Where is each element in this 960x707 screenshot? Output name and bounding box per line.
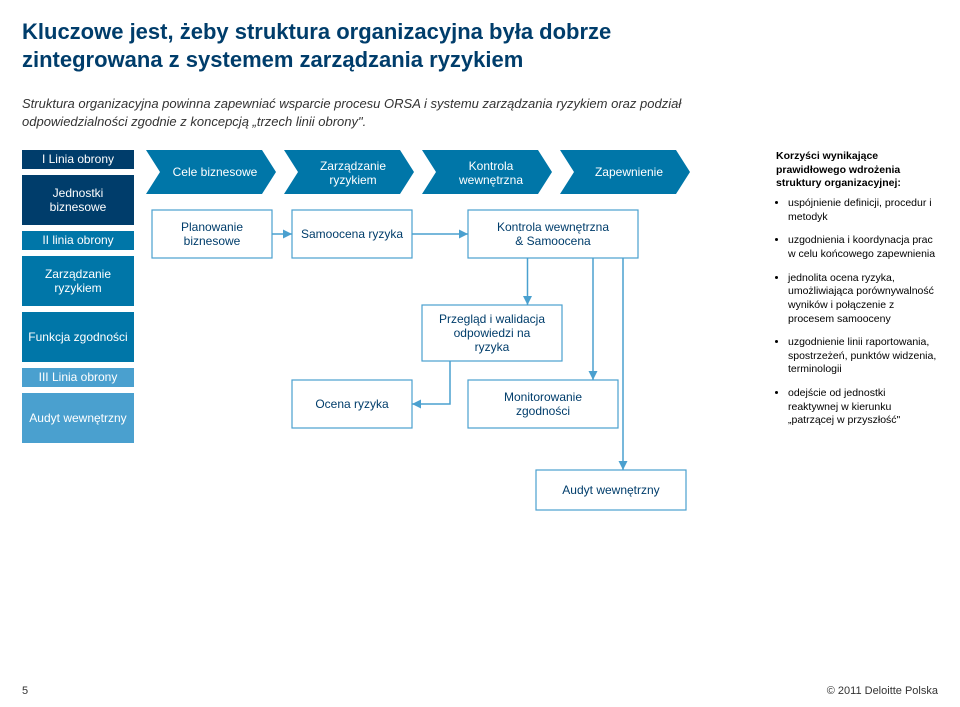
copyright: © 2011 Deloitte Polska	[827, 685, 938, 697]
sidebar-box-5: III Linia obrony	[22, 368, 134, 387]
sidebar-box-6: Audyt wewnętrzny	[22, 393, 134, 443]
n-plan-label-0: Planowanie	[181, 220, 243, 234]
ch-zapew-label-0: Zapewnienie	[595, 165, 663, 179]
arrow-4	[412, 361, 450, 404]
n-monit-label-1: zgodności	[516, 404, 570, 418]
sidebar-box-4: Funkcja zgodności	[22, 312, 134, 362]
ch-kontr-label-1: wewnętrzna	[458, 173, 523, 187]
ch-zarz-label-1: ryzykiem	[329, 173, 376, 187]
n-przegl-label-2: ryzyka	[475, 340, 510, 354]
benefits-panel: Korzyści wynikające prawidłowego wdrożen…	[776, 150, 938, 438]
diagram-container: I Linia obrony Jednostki biznesowe II lini…	[22, 150, 938, 580]
n-samo-label-0: Samoocena ryzyka	[301, 227, 403, 241]
sidebar-box-3: Zarządzanie ryzykiem	[22, 256, 134, 306]
n-plan-label-1: biznesowe	[184, 234, 241, 248]
title-line-2: zintegrowana z systemem zarządzania ryzy…	[22, 47, 523, 72]
ch-kontr-label-0: Kontrola	[469, 159, 514, 173]
title-line-1: Kluczowe jest, żeby struktura organizacy…	[22, 19, 611, 44]
sidebar-box-0: I Linia obrony	[22, 150, 134, 169]
page-number: 5	[22, 685, 28, 697]
sidebar-box-2: II linia obrony	[22, 231, 134, 250]
n-kws-label-0: Kontrola wewnętrzna	[497, 220, 609, 234]
benefit-item-2: jednolita ocena ryzyka, umożliwiająca po…	[788, 272, 938, 327]
n-kws-label-1: & Samoocena	[515, 234, 591, 248]
page-title: Kluczowe jest, żeby struktura organizacy…	[22, 18, 938, 73]
slide-footer: 5 © 2011 Deloitte Polska	[22, 685, 938, 697]
n-przegl-label-0: Przegląd i walidacja	[439, 312, 545, 326]
ch-zarz-label-0: Zarządzanie	[320, 159, 386, 173]
sidebar-box-1: Jednostki biznesowe	[22, 175, 134, 225]
benefit-item-3: uzgodnienie linii raportowania, spostrze…	[788, 336, 938, 377]
benefit-item-4: odejście od jednostki reaktywnej w kieru…	[788, 387, 938, 428]
ch-cele-label-0: Cele biznesowe	[173, 165, 258, 179]
benefit-item-1: uzgodnienia i koordynacja prac w celu ko…	[788, 234, 938, 261]
benefits-list: uspójnienie definicji, procedur i metody…	[776, 197, 938, 428]
process-flow-diagram: Cele biznesowe Zarządzanieryzykiem Kontrol…	[134, 150, 776, 580]
n-monit-label-0: Monitorowanie	[504, 390, 582, 404]
n-audyt-label-0: Audyt wewnętrzny	[562, 483, 659, 497]
n-ocena-label-0: Ocena ryzyka	[315, 397, 389, 411]
benefits-title: Korzyści wynikające prawidłowego wdrożen…	[776, 150, 938, 191]
benefit-item-0: uspójnienie definicji, procedur i metody…	[788, 197, 938, 224]
intro-paragraph: Struktura organizacyjna powinna zapewnia…	[22, 95, 782, 130]
n-przegl-label-1: odpowiedzi na	[454, 326, 531, 340]
lines-of-defense-sidebar: I Linia obrony Jednostki biznesowe II lini…	[22, 150, 134, 449]
